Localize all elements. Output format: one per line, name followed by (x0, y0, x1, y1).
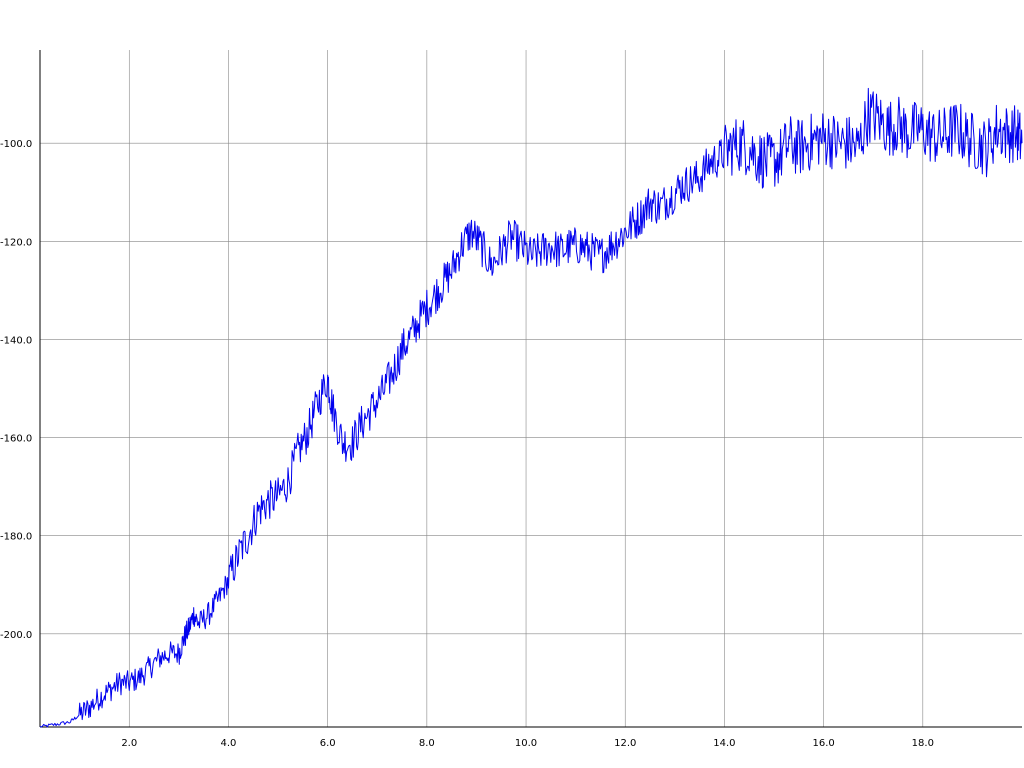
series-group (39, 87, 1023, 728)
y-tick-label: -100.0 (0, 139, 32, 150)
x-tick-label: 18.0 (912, 738, 934, 749)
y-tick-label: -160.0 (0, 434, 32, 445)
y-tick-label: -180.0 (0, 532, 32, 543)
x-tick-label: 16.0 (812, 738, 834, 749)
series-line-0 (39, 87, 1023, 728)
chart-axes (39, 50, 1022, 728)
x-tick-labels: 2.0 4.0 6.0 8.0 10.0 12.0 14.0 16.0 18.0 (121, 738, 934, 749)
x-tick-label: 8.0 (419, 738, 435, 749)
x-tick-label: 6.0 (320, 738, 336, 749)
y-tick-labels: -100.0 -120.0 -140.0 -160.0 -180.0 -200.0 (0, 139, 32, 641)
x-tick-label: 12.0 (614, 738, 636, 749)
x-tick-label: 4.0 (221, 738, 237, 749)
y-tick-label: -140.0 (0, 335, 32, 346)
x-tick-label: 14.0 (713, 738, 735, 749)
y-tick-label: -120.0 (0, 237, 32, 248)
x-tick-label: 2.0 (121, 738, 137, 749)
x-tick-label: 10.0 (515, 738, 537, 749)
chart-grid (40, 50, 1022, 727)
y-tick-label: -200.0 (0, 630, 32, 641)
